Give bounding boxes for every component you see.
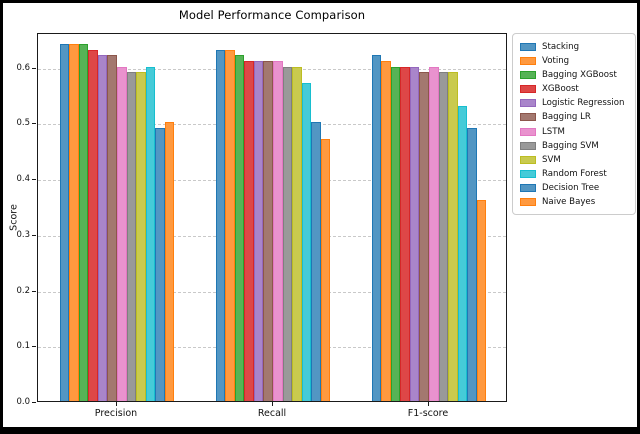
legend-label: Random Forest	[542, 169, 607, 180]
legend-item-stacking: Stacking	[520, 40, 628, 53]
bar-naive-bayes-f1-score	[476, 200, 487, 401]
bar-random-forest-precision	[145, 66, 156, 401]
bar-random-forest-f1-score	[457, 105, 468, 401]
y-tick-mark	[32, 123, 36, 125]
legend-item-bagging-xgboost: Bagging XGBoost	[520, 68, 628, 81]
x-tick-mark	[272, 402, 273, 406]
legend-swatch-icon	[520, 141, 536, 150]
bar-voting-recall	[225, 49, 235, 401]
legend-swatch-icon	[520, 99, 536, 108]
y-tick-label: 0.4	[16, 174, 30, 185]
bar-naive-bayes-precision	[164, 122, 175, 401]
chart-title: Model Performance Comparison	[178, 8, 366, 22]
bar-logistic-regression-recall	[253, 61, 264, 401]
bar-bagging-svm-f1-score	[438, 72, 449, 401]
bar-logistic-regression-f1-score	[409, 66, 420, 401]
bar-xgboost-recall	[244, 61, 254, 401]
y-tick-label: 0.6	[16, 62, 30, 73]
bar-decision-tree-precision	[155, 127, 165, 401]
legend-swatch-icon	[520, 42, 536, 51]
legend: Stacking Voting Bagging XGBoost XGBoost Logi…	[512, 33, 636, 215]
y-tick-label: 0.3	[16, 229, 30, 240]
legend-label: Stacking	[542, 41, 580, 52]
y-tick-mark	[32, 346, 36, 348]
legend-item-decision-tree: Decision Tree	[520, 182, 628, 195]
bar-lstm-recall	[273, 61, 283, 401]
x-tick-label-f1-score: F1-score	[407, 408, 449, 419]
legend-swatch-icon	[520, 184, 536, 193]
y-tick-mark	[32, 67, 36, 69]
legend-label: Decision Tree	[542, 183, 600, 194]
bar-bagging-svm-precision	[126, 72, 137, 401]
y-tick-mark	[32, 402, 36, 403]
legend-item-naive-bayes: Naive Bayes	[520, 196, 628, 209]
y-tick-label: 0.0	[16, 397, 30, 407]
x-tick-label-recall: Recall	[257, 408, 287, 419]
legend-item-bagging-svm: Bagging SVM	[520, 139, 628, 152]
legend-label: Naive Bayes	[542, 197, 596, 208]
bar-decision-tree-recall	[311, 122, 321, 401]
bar-voting-f1-score	[381, 61, 391, 401]
bar-lstm-precision	[117, 66, 127, 401]
bar-xgboost-precision	[88, 49, 98, 401]
y-tick-label: 0.1	[16, 341, 30, 352]
y-tick-mark	[32, 290, 36, 292]
legend-item-random-forest: Random Forest	[520, 168, 628, 181]
bar-bagging-xgboost-recall	[234, 55, 245, 401]
bar-bagging-xgboost-precision	[78, 44, 89, 401]
legend-item-bagging-lr: Bagging LR	[520, 111, 628, 124]
bar-voting-precision	[69, 44, 79, 401]
legend-label: Voting	[542, 55, 570, 66]
bar-random-forest-recall	[301, 83, 312, 401]
legend-item-svm: SVM	[520, 153, 628, 166]
y-tick-mark	[32, 234, 36, 236]
bar-svm-f1-score	[448, 72, 458, 401]
legend-swatch-icon	[520, 127, 536, 136]
plot-area	[37, 33, 507, 402]
legend-item-voting: Voting	[520, 54, 628, 67]
bar-stacking-precision	[59, 44, 70, 401]
bar-naive-bayes-recall	[320, 139, 331, 401]
bar-svm-precision	[136, 72, 146, 401]
y-tick-label: 0.5	[16, 118, 30, 129]
bar-svm-recall	[292, 66, 302, 401]
bar-lstm-f1-score	[429, 66, 439, 401]
legend-swatch-icon	[520, 113, 536, 122]
legend-swatch-icon	[520, 70, 536, 79]
y-tick-label: 0.2	[16, 285, 30, 296]
bar-bagging-lr-recall	[263, 61, 273, 401]
bar-bagging-svm-recall	[282, 66, 293, 401]
legend-label: Bagging SVM	[542, 140, 599, 151]
y-tick-mark	[32, 179, 36, 181]
bar-stacking-f1-score	[371, 55, 382, 401]
legend-label: Bagging XGBoost	[542, 69, 617, 80]
bar-bagging-lr-precision	[107, 55, 117, 401]
legend-item-lstm: LSTM	[520, 125, 628, 138]
legend-swatch-icon	[520, 56, 536, 65]
x-tick-mark	[116, 402, 117, 406]
legend-label: XGBoost	[542, 84, 579, 95]
legend-swatch-icon	[520, 85, 536, 94]
legend-swatch-icon	[520, 198, 536, 207]
legend-item-logistic-regression: Logistic Regression	[520, 97, 628, 110]
legend-label: SVM	[542, 154, 561, 165]
legend-item-xgboost: XGBoost	[520, 83, 628, 96]
legend-label: Logistic Regression	[542, 98, 625, 109]
legend-label: Bagging LR	[542, 112, 591, 123]
legend-swatch-icon	[520, 170, 536, 179]
bar-logistic-regression-precision	[97, 55, 108, 401]
legend-swatch-icon	[520, 155, 536, 164]
bar-stacking-recall	[215, 49, 226, 401]
bar-decision-tree-f1-score	[467, 127, 477, 401]
x-tick-label-precision: Precision	[94, 408, 138, 419]
legend-label: LSTM	[542, 126, 565, 137]
bar-bagging-lr-f1-score	[419, 72, 429, 401]
x-tick-mark	[428, 402, 429, 406]
bar-bagging-xgboost-f1-score	[390, 66, 401, 401]
bar-xgboost-f1-score	[400, 66, 410, 401]
